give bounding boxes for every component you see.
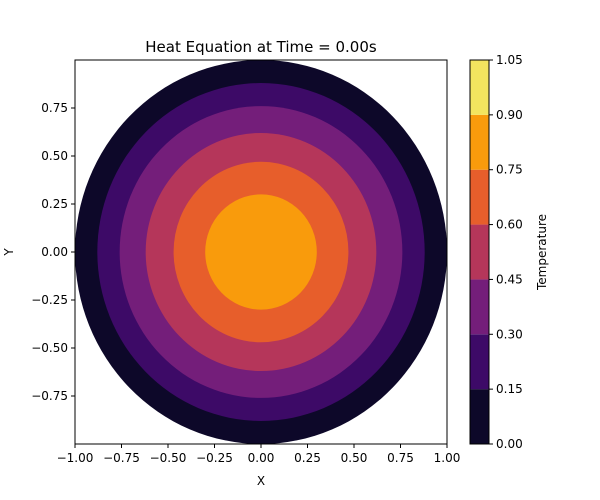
x-tick-label: 0.00: [248, 451, 275, 465]
x-tick-label: 0.50: [341, 451, 368, 465]
colorbar-tick-label: 0.45: [496, 272, 523, 286]
colorbar-band-0: [470, 389, 489, 444]
colorbar-band-1: [470, 334, 489, 390]
colorbar-tick-label: 0.60: [496, 218, 523, 232]
colorbar-band-2: [470, 279, 489, 335]
x-axis-label: X: [257, 474, 265, 488]
colorbar-tick-label: 0.30: [496, 327, 523, 341]
colorbar-band-6: [470, 60, 489, 115]
y-tick-label: 0.00: [41, 245, 68, 259]
x-tick-label: 0.75: [387, 451, 414, 465]
y-tick-label: 0.25: [41, 197, 68, 211]
colorbar-tick-label: 0.00: [496, 437, 523, 451]
colorbar-tick-label: 0.90: [496, 108, 523, 122]
y-tick-label: 0.75: [41, 101, 68, 115]
chart-title: Heat Equation at Time = 0.00s: [145, 38, 377, 56]
colorbar-frame: [469, 59, 490, 445]
y-tick-label: −0.50: [31, 341, 68, 355]
y-tick-label: 0.50: [41, 149, 68, 163]
colorbar-band-3: [470, 224, 489, 280]
colorbar-band-4: [470, 169, 489, 225]
colorbar-tick-label: 0.15: [496, 382, 523, 396]
plot-area: −1.00 −0.75 −0.50 −0.25 0.00 0.25 0.50 0.75 1.00…: [31, 59, 461, 465]
y-axis: −0.75 −0.50 −0.25 0.00 0.25 0.50 0.75: [31, 101, 75, 403]
x-tick-label: 0.25: [294, 451, 321, 465]
colorbar-tick-label: 0.75: [496, 163, 523, 177]
x-axis: −1.00 −0.75 −0.50 −0.25 0.00 0.25 0.50 0.75 1.00: [57, 444, 461, 465]
contour-bands: [75, 60, 447, 444]
x-tick-label: −0.75: [103, 451, 140, 465]
colorbar-label: Temperature: [535, 214, 549, 291]
x-tick-label: −1.00: [57, 451, 94, 465]
colorbar-band-5: [470, 114, 489, 170]
x-tick-label: −0.50: [150, 451, 187, 465]
colorbar-ticks: 0.00 0.15 0.30 0.45 0.60 0.75 0.90 1.05: [489, 53, 523, 451]
colorbar: 0.00 0.15 0.30 0.45 0.60 0.75 0.90 1.05 Tempera…: [469, 53, 549, 451]
x-tick-label: −0.25: [196, 451, 233, 465]
colorbar-tick-label: 1.05: [496, 53, 523, 67]
y-tick-label: −0.75: [31, 389, 68, 403]
y-tick-label: −0.25: [31, 293, 68, 307]
y-axis-label: Y: [2, 248, 16, 257]
x-tick-label: 1.00: [434, 451, 461, 465]
colorbar-bands: [470, 60, 489, 444]
contour-band-5: [205, 194, 317, 310]
